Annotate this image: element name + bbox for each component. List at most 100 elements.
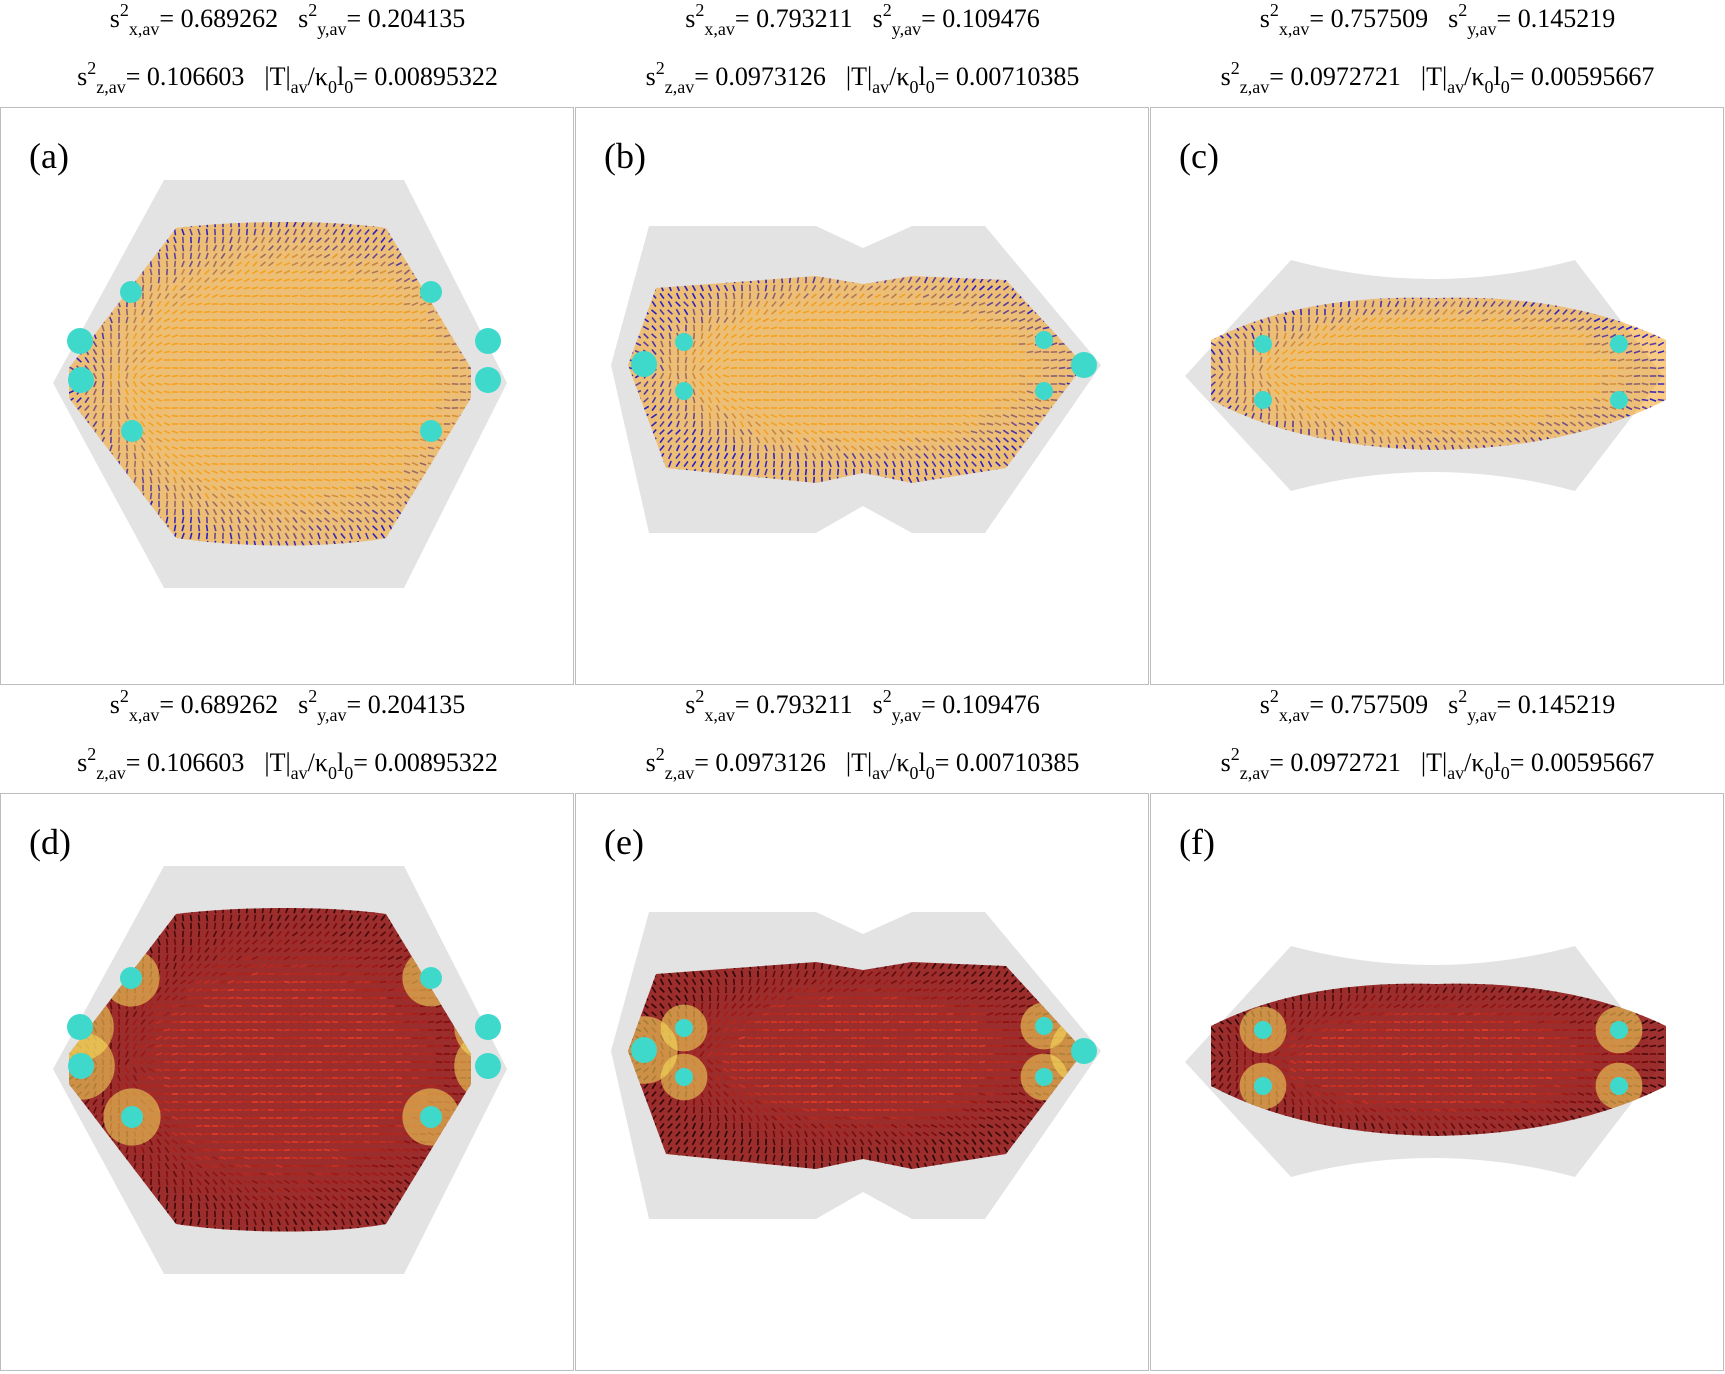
director-segment	[1044, 221, 1047, 227]
director-segment	[923, 285, 929, 291]
director-segment	[798, 205, 799, 211]
director-segment	[171, 430, 179, 434]
director-segment	[187, 446, 195, 450]
director-segment	[69, 445, 75, 451]
director-segment	[794, 309, 802, 315]
director-segment	[347, 294, 355, 298]
director-segment	[989, 181, 992, 187]
director-segment	[252, 236, 258, 244]
director-segment	[140, 349, 146, 355]
director-segment	[135, 589, 136, 595]
director-segment	[283, 334, 291, 338]
director-segment	[140, 381, 146, 387]
director-segment	[54, 581, 57, 587]
director-segment	[1044, 181, 1048, 186]
director-segment	[326, 597, 328, 603]
director-segment	[516, 447, 522, 450]
director-segment	[532, 303, 538, 306]
panel-a-s2z: 0.106603	[147, 62, 245, 91]
director-segment	[36, 399, 42, 402]
director-segment	[188, 260, 194, 268]
director-segment	[132, 412, 138, 420]
director-segment	[251, 286, 259, 290]
director-segment	[492, 463, 498, 465]
director-segment	[501, 206, 506, 210]
director-segment	[243, 350, 251, 354]
director-segment	[94, 189, 97, 195]
director-segment	[84, 468, 90, 476]
director-segment	[29, 254, 33, 259]
director-segment	[661, 189, 662, 195]
director-segment	[83, 301, 91, 307]
director-segment	[126, 189, 128, 195]
director-segment	[363, 278, 371, 282]
director-segment	[1052, 213, 1055, 219]
director-segment	[709, 205, 711, 211]
director-segment	[962, 301, 970, 307]
director-segment	[524, 510, 529, 514]
director-segment	[492, 424, 498, 425]
director-segment	[492, 558, 497, 562]
director-segment	[235, 302, 243, 306]
director-segment	[716, 292, 720, 300]
director-segment	[53, 213, 56, 218]
director-segment	[155, 341, 163, 347]
director-segment	[524, 400, 530, 401]
director-segment	[381, 597, 384, 603]
director-segment	[126, 581, 128, 587]
director-segment	[1020, 237, 1023, 243]
director-segment	[501, 246, 506, 250]
director-segment	[100, 540, 106, 546]
director-segment	[76, 484, 82, 492]
director-segment	[268, 228, 274, 236]
director-segment	[403, 478, 411, 482]
director-segment	[445, 205, 449, 210]
director-segment	[469, 189, 472, 195]
director-segment	[411, 446, 419, 450]
director-segment	[890, 334, 898, 338]
director-segment	[60, 310, 66, 313]
director-segment	[235, 269, 243, 275]
director-segment	[292, 245, 298, 251]
director-segment	[629, 221, 630, 227]
director-segment	[1108, 189, 1112, 194]
director-segment	[117, 444, 121, 452]
director-segment	[69, 477, 74, 483]
director-segment	[846, 205, 847, 211]
director-segment	[134, 549, 136, 555]
director-segment	[203, 469, 211, 475]
director-segment	[524, 328, 530, 329]
director-segment	[270, 173, 271, 179]
director-segment	[251, 253, 259, 259]
director-segment	[484, 319, 490, 322]
director-segment	[78, 189, 81, 195]
director-segment	[124, 540, 130, 546]
director-segment	[443, 350, 451, 354]
director-segment	[251, 302, 259, 306]
director-segment	[492, 534, 497, 538]
director-segment	[387, 366, 395, 370]
director-segment	[179, 453, 187, 459]
director-segment	[508, 447, 514, 449]
director-segment	[350, 589, 353, 595]
director-segment	[204, 260, 210, 268]
director-segment	[437, 206, 442, 211]
director-segment	[134, 581, 137, 587]
director-segment	[500, 439, 506, 441]
director-segment	[149, 476, 153, 484]
director-segment	[84, 516, 90, 524]
director-segment	[307, 294, 315, 298]
director-segment	[275, 334, 283, 338]
director-segment	[484, 455, 490, 457]
director-segment	[76, 357, 82, 363]
director-segment	[299, 334, 307, 338]
director-segment	[532, 558, 537, 562]
director-segment	[294, 589, 296, 595]
director-segment	[28, 454, 34, 457]
director-segment	[517, 558, 522, 562]
director-segment	[661, 205, 662, 211]
director-segment	[986, 310, 994, 314]
director-segment	[445, 598, 449, 603]
director-segment	[1108, 229, 1112, 234]
